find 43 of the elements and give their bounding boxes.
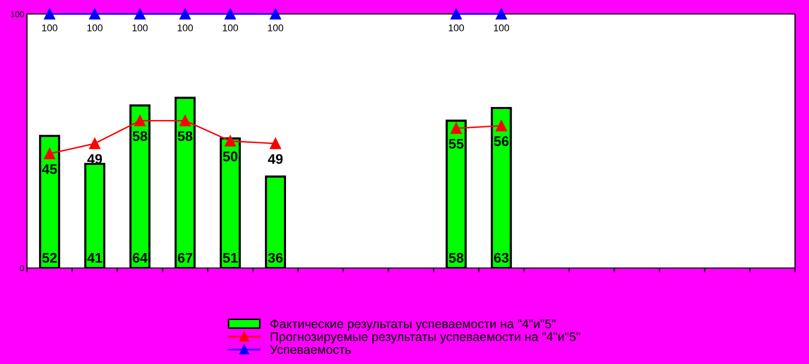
data-label: 63	[494, 252, 509, 263]
data-label: 67	[178, 252, 192, 263]
point	[224, 135, 236, 147]
data-label: 52	[42, 252, 57, 263]
point	[450, 8, 462, 20]
data-label: 45	[42, 164, 57, 174]
y-tick-label: 0	[20, 265, 24, 272]
point	[44, 8, 56, 20]
data-label: 51	[223, 253, 238, 263]
data-label: 100	[448, 24, 464, 32]
point	[134, 8, 146, 20]
point	[270, 138, 282, 150]
point	[180, 115, 191, 126]
point	[180, 8, 191, 20]
point	[270, 8, 282, 20]
data-label: 50	[223, 152, 238, 162]
point	[44, 148, 56, 160]
data-label: 100	[178, 24, 193, 32]
data-label: 100	[268, 24, 284, 32]
data-label: 56	[494, 136, 509, 146]
data-label: 100	[494, 24, 510, 32]
legend-label: Фактические результаты успеваемости на "4"и"5"	[270, 319, 556, 331]
point	[89, 138, 100, 150]
data-label: 58	[132, 131, 148, 142]
data-label: 58	[178, 131, 192, 142]
point	[134, 115, 146, 126]
legend-label: Прогнозируемые результаты успеваемости на "4"и"5"	[270, 332, 580, 344]
data-label: 55	[448, 138, 464, 149]
data-label: 100	[132, 24, 148, 32]
data-label: 58	[448, 252, 464, 263]
point	[450, 122, 462, 134]
data-label: 49	[268, 154, 283, 164]
data-label: 100	[87, 24, 102, 32]
legend-label: Успеваемость	[270, 345, 351, 354]
data-label: 36	[268, 252, 283, 263]
point	[224, 8, 236, 20]
point	[89, 8, 100, 20]
point	[496, 120, 507, 132]
point	[496, 8, 507, 20]
data-label: 41	[87, 253, 102, 263]
data-label: 64	[132, 252, 148, 263]
data-label: 100	[222, 24, 238, 32]
data-label: 100	[42, 24, 58, 32]
